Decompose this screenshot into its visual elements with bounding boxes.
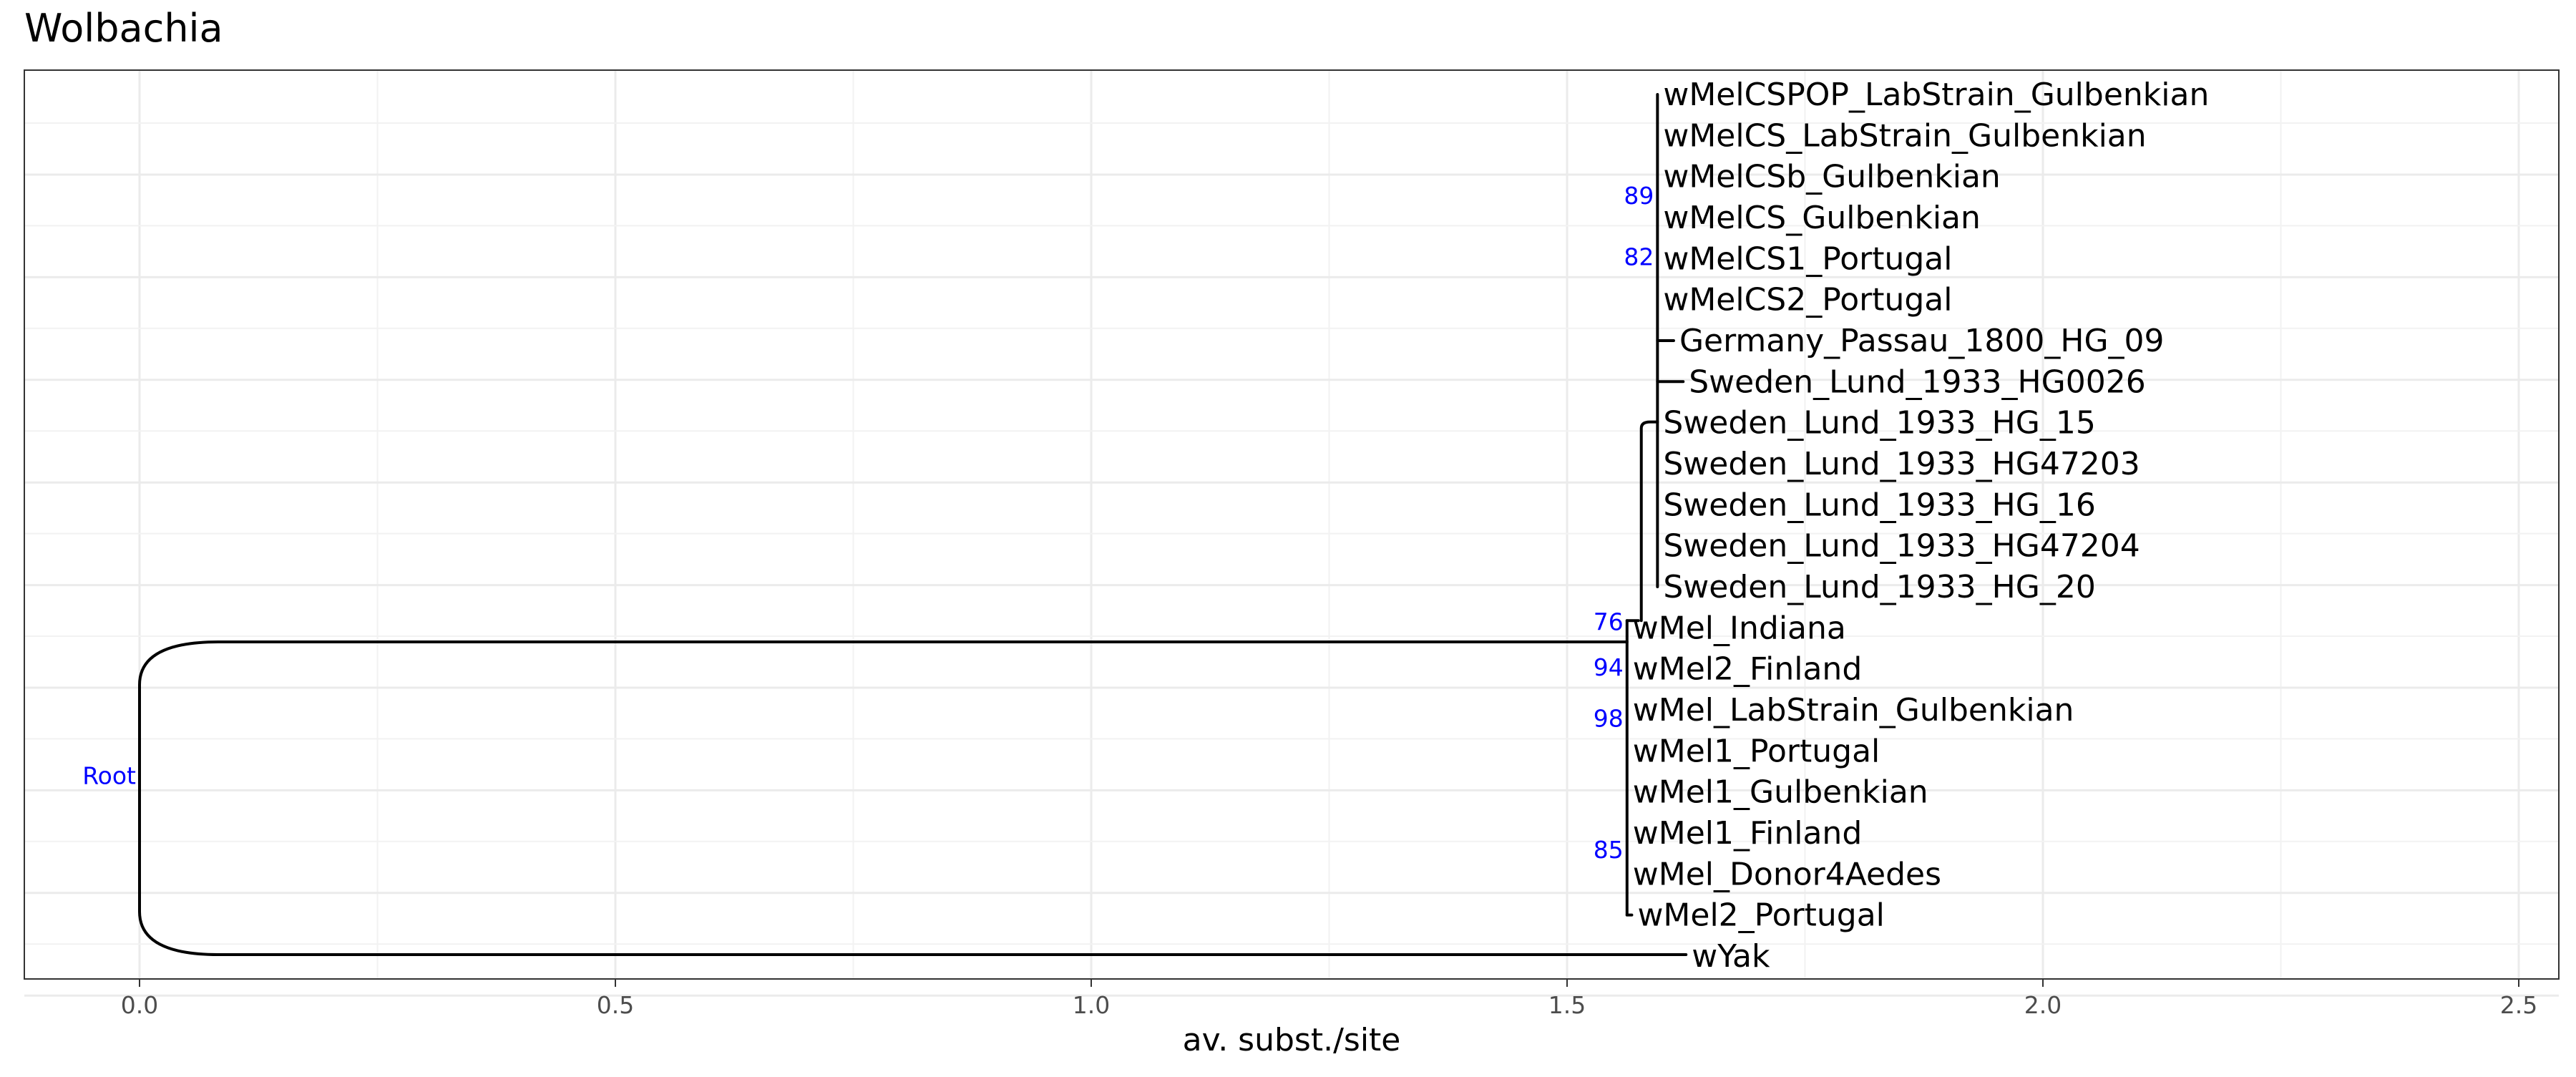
support-labels: Root 89 82 76 94 98 85 xyxy=(82,182,1654,864)
grid xyxy=(24,70,2559,997)
tip-label: Sweden_Lund_1933_HG_20 xyxy=(1663,569,2095,605)
x-tick-label: 0.5 xyxy=(597,991,634,1019)
tip-label: wMelCS_LabStrain_Gulbenkian xyxy=(1663,117,2146,154)
tip-label: wMel2_Finland xyxy=(1633,651,1862,688)
panel-border xyxy=(24,69,2560,980)
branch-inner-to-cs-clade xyxy=(1639,420,1659,623)
tip-label: Sweden_Lund_1933_HG47204 xyxy=(1663,528,2140,565)
chart-title: Wolbachia xyxy=(24,6,223,51)
support-label: 89 xyxy=(1624,182,1654,210)
tip-labels: wMelCSPOP_LabStrain_Gulbenkian wMelCS_Lab… xyxy=(1633,77,2210,975)
tip-label: wMelCSb_Gulbenkian xyxy=(1663,159,2000,195)
tip-label: wMel_LabStrain_Gulbenkian xyxy=(1633,692,2074,728)
support-label: 85 xyxy=(1594,836,1624,864)
tree-branches xyxy=(138,93,1688,956)
tip-label: wMel1_Finland xyxy=(1633,815,1862,852)
tip-label: Sweden_Lund_1933_HG47203 xyxy=(1663,446,2140,482)
tip-label: wMel1_Portugal xyxy=(1633,733,1880,769)
support-label: 98 xyxy=(1594,704,1624,732)
support-label: 76 xyxy=(1594,608,1624,636)
tip-label: wMelCS1_Portugal xyxy=(1663,240,1952,277)
tip-label: wMel2_Portugal xyxy=(1637,897,1884,934)
x-tick-label: 1.5 xyxy=(1548,991,1586,1019)
branch-root-to-wyak xyxy=(138,867,1688,956)
support-label: Root xyxy=(82,762,136,790)
tip-label: Germany_Passau_1800_HG_09 xyxy=(1679,323,2165,359)
x-tick-label: 1.0 xyxy=(1073,991,1110,1019)
x-axis: 0.0 0.5 1.0 1.5 2.0 2.5 xyxy=(121,979,2537,1019)
x-tick-label: 2.0 xyxy=(2024,991,2062,1019)
tip-label: wMelCS_Gulbenkian xyxy=(1663,200,1981,236)
tip-label: wMelCS2_Portugal xyxy=(1663,282,1952,318)
x-tick-label: 0.0 xyxy=(121,991,158,1019)
tip-label: wYak xyxy=(1692,938,1770,975)
tip-label: wMel1_Gulbenkian xyxy=(1633,774,1928,811)
tip-label: wMelCSPOP_LabStrain_Gulbenkian xyxy=(1663,77,2209,113)
tip-label: Sweden_Lund_1933_HG_16 xyxy=(1663,487,2095,523)
support-label: 82 xyxy=(1624,243,1654,271)
tip-label: wMel_Donor4Aedes xyxy=(1633,856,1941,892)
branch-root-to-wmel-clade xyxy=(138,640,1629,729)
x-tick-label: 2.5 xyxy=(2500,991,2537,1019)
tip-label: Sweden_Lund_1933_HG0026 xyxy=(1689,364,2145,400)
tip-label: Sweden_Lund_1933_HG_15 xyxy=(1663,405,2095,442)
tip-label: wMel_Indiana xyxy=(1633,610,1846,646)
x-axis-label: av. subst./site xyxy=(1183,1022,1401,1058)
support-label: 94 xyxy=(1594,653,1624,681)
